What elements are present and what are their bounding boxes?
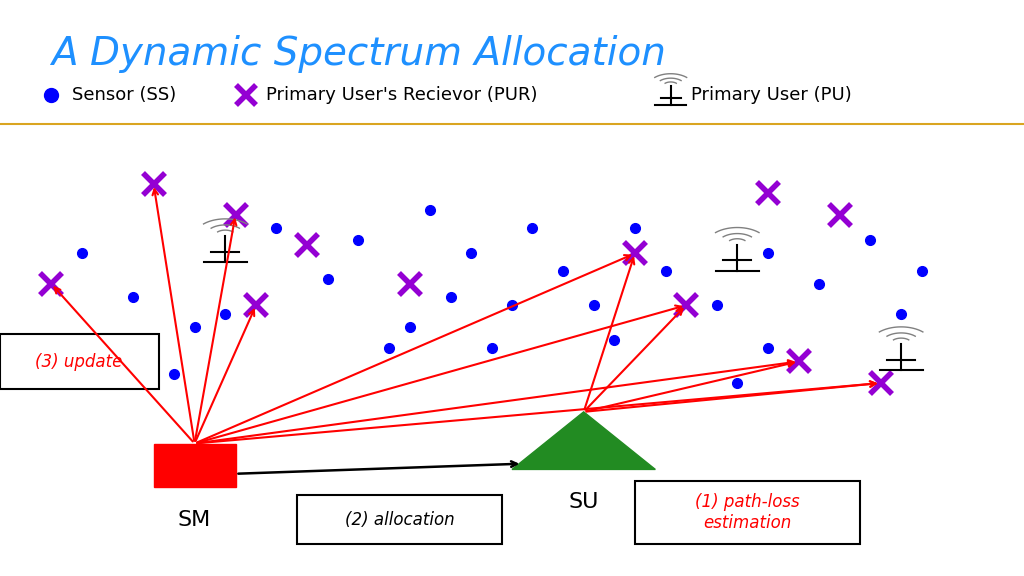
FancyBboxPatch shape — [635, 481, 860, 544]
FancyBboxPatch shape — [0, 334, 159, 389]
Text: (2) allocation: (2) allocation — [344, 511, 455, 529]
Text: A Dynamic Spectrum Allocation: A Dynamic Spectrum Allocation — [51, 35, 666, 73]
FancyBboxPatch shape — [154, 444, 236, 487]
Text: (1) path-loss
estimation: (1) path-loss estimation — [695, 493, 800, 532]
Polygon shape — [512, 412, 655, 469]
Text: Primary User's Recievor (PUR): Primary User's Recievor (PUR) — [266, 86, 538, 104]
Text: SU: SU — [568, 492, 599, 513]
Text: Sensor (SS): Sensor (SS) — [72, 86, 176, 104]
Text: (3) update: (3) update — [35, 353, 123, 371]
FancyBboxPatch shape — [297, 495, 502, 544]
Text: Primary User (PU): Primary User (PU) — [691, 86, 852, 104]
Text: SM: SM — [178, 510, 211, 530]
